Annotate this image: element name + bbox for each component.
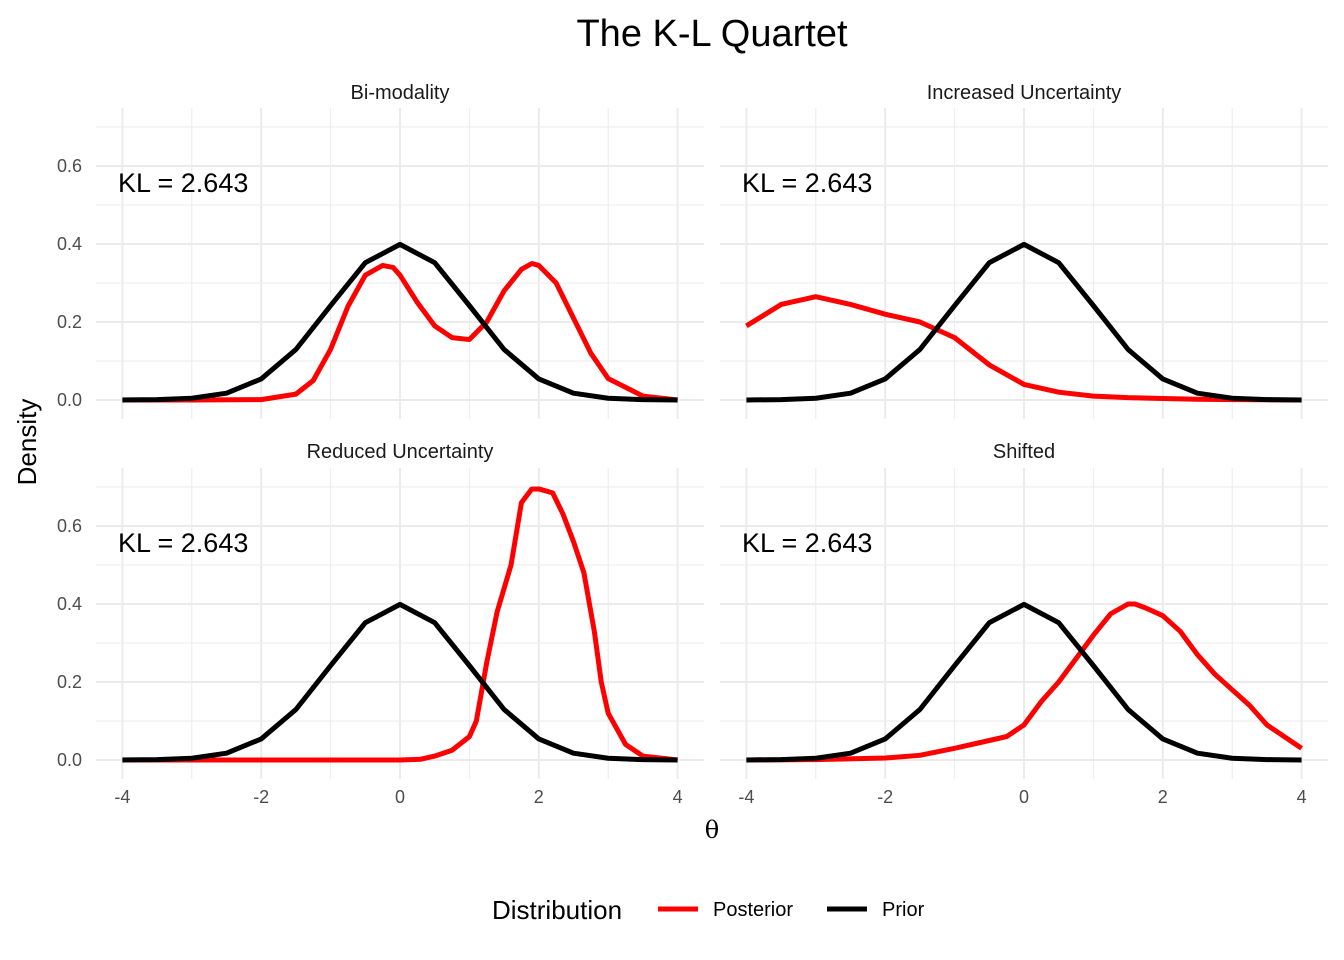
- strip-label-increased-uncertainty: Increased Uncertainty: [927, 82, 1122, 104]
- strip-label-bi-modality: Bi-modality: [351, 82, 450, 104]
- x-tick-label: -4: [738, 787, 754, 807]
- y-tick-label: 0.0: [57, 390, 82, 410]
- x-tick-label: 4: [1297, 787, 1307, 807]
- panel-bi-modality: Bi-modality KL = 2.643 0.0 0.2 0.4 0.6: [57, 82, 704, 419]
- kl-annotation: KL = 2.643: [118, 528, 248, 558]
- panel-shifted: Shifted KL = 2.643 -4 -2 0 2 4: [720, 441, 1328, 807]
- series-line-posterior: [122, 261, 678, 403]
- panel-reduced-uncertainty: Reduced Uncertainty KL = 2.643 0.0 0.2 0.4 0.…: [57, 441, 704, 807]
- x-tick-label: -2: [253, 787, 269, 807]
- chart-title: The K-L Quartet: [576, 13, 847, 55]
- y-tick-label: 0.2: [57, 312, 82, 332]
- series-line-posterior: [122, 486, 678, 763]
- kl-annotation: KL = 2.643: [742, 528, 872, 558]
- y-tick-label: 0.4: [57, 594, 82, 614]
- x-tick-label: 4: [673, 787, 683, 807]
- strip-label-shifted: Shifted: [993, 441, 1055, 463]
- x-tick-label: 0: [1019, 787, 1029, 807]
- series-line-prior: [746, 241, 1302, 403]
- panels: Bi-modality KL = 2.643 0.0 0.2 0.4 0.6 Increas…: [57, 82, 1328, 807]
- y-tick-label: 0.6: [57, 156, 82, 176]
- series-line-prior: [746, 601, 1302, 763]
- y-tick-label: 0.4: [57, 234, 82, 254]
- x-axis-title: θ: [705, 816, 719, 844]
- x-tick-label: 0: [395, 787, 405, 807]
- y-tick-label: 0.6: [57, 516, 82, 536]
- legend-label-posterior: Posterior: [713, 899, 793, 921]
- x-tick-label: -2: [877, 787, 893, 807]
- series-line-prior: [122, 241, 678, 403]
- series-line-posterior: [746, 601, 1303, 763]
- y-axis-title: Density: [12, 399, 42, 486]
- series-line-posterior: [745, 294, 1302, 403]
- panel-increased-uncertainty: Increased Uncertainty KL = 2.643: [720, 82, 1328, 419]
- x-tick-label: -4: [114, 787, 130, 807]
- strip-label-reduced-uncertainty: Reduced Uncertainty: [307, 441, 494, 463]
- y-tick-label: 0.2: [57, 672, 82, 692]
- kl-annotation: KL = 2.643: [742, 168, 872, 198]
- x-tick-label: 2: [534, 787, 544, 807]
- legend-label-prior: Prior: [882, 899, 925, 921]
- x-tick-label: 2: [1158, 787, 1168, 807]
- series-line-prior: [122, 601, 678, 763]
- kl-annotation: KL = 2.643: [118, 168, 248, 198]
- legend: Distribution Posterior Prior: [492, 895, 925, 925]
- y-tick-label: 0.0: [57, 750, 82, 770]
- legend-title: Distribution: [492, 895, 622, 925]
